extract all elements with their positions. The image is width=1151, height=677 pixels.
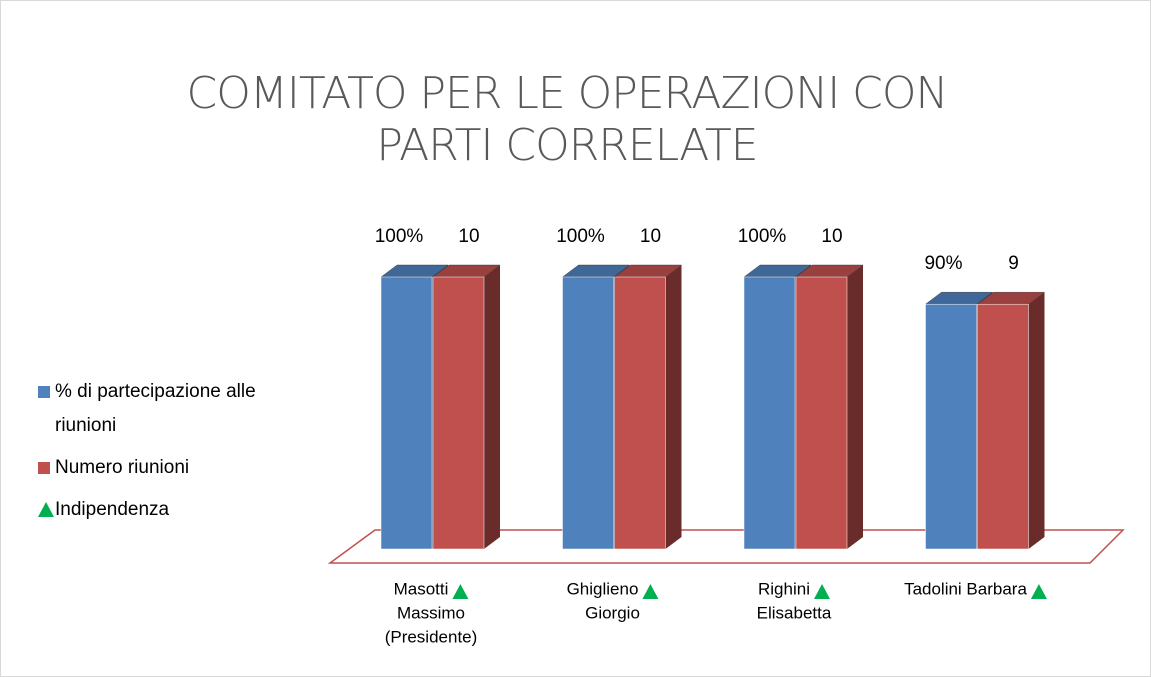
data-label: 90% [924,253,962,274]
data-label: 100% [738,226,787,247]
x-tick-label: Tadolini Barbara [904,579,1027,598]
bar [977,303,1029,550]
bar [380,276,433,550]
data-label: 10 [821,226,842,247]
x-tick-label: Ghiglieno [567,579,639,598]
chart-title: PARTI CORRELATE [376,120,757,171]
legend-label: Indipendenza [55,499,170,520]
chart-title: COMITATO PER LE OPERAZIONI CON [187,68,948,119]
x-tick-label: Massimo [397,603,465,622]
x-tick-label: Righini [758,579,810,598]
data-label: 10 [640,226,661,247]
independence-marker [38,502,54,517]
legend-swatch [38,462,50,474]
x-tick-label: Masotti [394,579,449,598]
x-tick-label: Giorgio [585,603,640,622]
legend-label: Numero riunioni [55,457,189,478]
bar-side [1028,292,1045,549]
bar-side [484,265,500,549]
x-tick-label: (Presidente) [385,627,478,646]
bar [925,303,977,550]
bar [432,276,485,550]
bar-side [847,265,863,549]
data-label: 10 [458,226,479,247]
independence-marker [1030,584,1047,599]
independence-marker [642,584,659,599]
independence-marker [452,584,469,599]
bar [795,276,848,550]
legend-swatch [38,386,50,398]
bar [614,276,666,550]
x-tick-label: Elisabetta [757,603,832,622]
legend-label: riunioni [55,415,116,436]
data-label: 100% [375,226,424,247]
bar-side [665,265,682,549]
bar [743,276,796,550]
legend-label: % di partecipazione alle [55,381,256,402]
independence-marker [813,584,830,599]
bar [562,276,614,550]
data-label: 100% [556,226,605,247]
floor [327,529,1125,564]
data-label: 9 [1008,253,1019,274]
